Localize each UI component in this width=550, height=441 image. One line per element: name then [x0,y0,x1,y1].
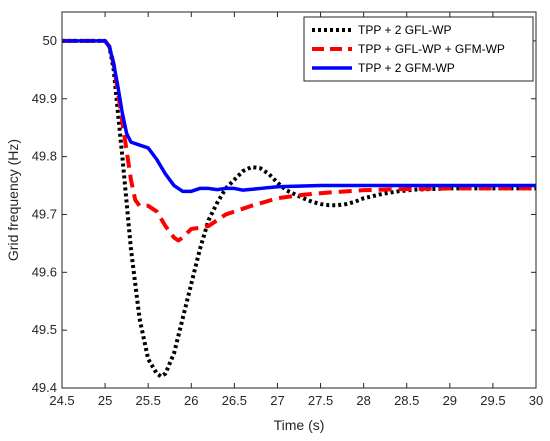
series-line-tpp-2-gfm-wp [62,39,536,194]
x-axis: 24.5 25 25.5 26 26.5 27 27.5 28 28.5 29 29.5 30 [49,12,543,408]
x-tick-label: 27 [270,393,284,408]
x-axis-label: Time (s) [274,417,325,433]
y-tick-label: 49.9 [32,91,57,106]
x-tick-label: 25.5 [136,393,161,408]
x-tick-label: 26 [184,393,198,408]
series-line-tpp-gfl-wp-gfm-wp [62,38,536,243]
y-tick-label: 50 [43,33,57,48]
legend: TPP + 2 GFL-WP TPP + GFL-WP + GFM-WP TPP +… [303,16,534,82]
series-layer [62,38,536,379]
y-tick-label: 49.5 [32,322,57,337]
legend-box [303,16,534,82]
y-tick-label: 49.7 [32,206,57,221]
x-tick-label: 29 [443,393,457,408]
series-line-tpp-2-gfl-wp [62,38,536,379]
x-tick-label: 24.5 [49,393,74,408]
x-tick-label: 27.5 [308,393,333,408]
legend-label: TPP + 2 GFM-WP [358,61,455,75]
x-tick-label: 28 [356,393,370,408]
y-tick-label: 49.8 [32,149,57,164]
x-tick-label: 25 [98,393,112,408]
y-tick-label: 49.6 [32,264,57,279]
legend-label: TPP + 2 GFL-WP [358,23,451,37]
x-tick-label: 30 [529,393,543,408]
x-tick-label: 29.5 [480,393,505,408]
legend-label: TPP + GFL-WP + GFM-WP [358,42,505,56]
y-axis-label: Grid frequency (Hz) [5,139,21,261]
x-tick-label: 26.5 [222,393,247,408]
y-tick-label: 49.4 [32,380,57,395]
x-tick-label: 28.5 [394,393,419,408]
plot-frame [61,11,537,389]
